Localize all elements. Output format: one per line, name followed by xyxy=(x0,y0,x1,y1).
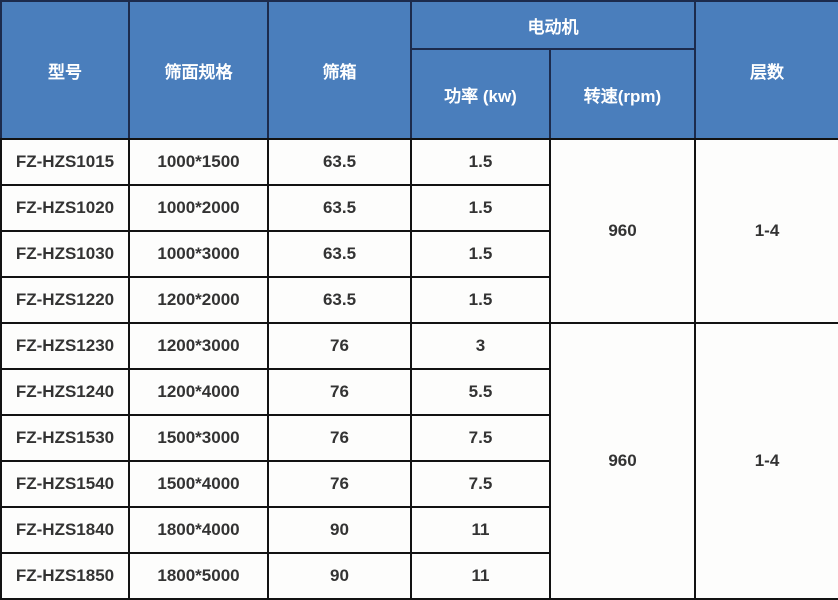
cell-rpm-merged: 960 xyxy=(549,138,696,324)
table-row: FZ-HZS1540 1500*4000 76 7.5 xyxy=(0,460,838,508)
cell-power: 5.5 xyxy=(410,368,551,416)
cell-box: 90 xyxy=(267,506,412,554)
cell-spec: 1500*4000 xyxy=(128,460,269,508)
cell-layers-merged: 1-4 xyxy=(694,138,838,324)
cell-spec: 1500*3000 xyxy=(128,414,269,462)
header-row-sub: 功率 (kw) 转速(rpm) xyxy=(1,48,838,140)
cell-spec: 1200*2000 xyxy=(128,276,269,324)
cell-power: 7.5 xyxy=(410,414,551,462)
header-cell-spec: 筛面规格 xyxy=(128,0,269,140)
table-header: 型号 筛面规格 筛箱 电动机 层数 功率 (kw) 转速(rpm) xyxy=(0,0,838,140)
cell-power: 3 xyxy=(410,322,551,370)
cell-model: FZ-HZS1020 xyxy=(0,184,130,232)
cell-box: 76 xyxy=(267,322,412,370)
cell-spec: 1800*4000 xyxy=(128,506,269,554)
cell-power: 11 xyxy=(410,552,551,600)
cell-box: 63.5 xyxy=(267,276,412,324)
table-row: FZ-HZS1840 1800*4000 90 11 xyxy=(0,506,838,554)
header-cell-power: 功率 (kw) xyxy=(410,48,551,140)
cell-box: 76 xyxy=(267,414,412,462)
cell-power: 1.5 xyxy=(410,184,551,232)
cell-model: FZ-HZS1530 xyxy=(0,414,130,462)
cell-spec: 1000*1500 xyxy=(128,138,269,186)
header-row-top: 型号 筛面规格 筛箱 电动机 层数 xyxy=(0,0,838,140)
cell-model: FZ-HZS1850 xyxy=(0,552,130,600)
table-row: FZ-HZS1530 1500*3000 76 7.5 xyxy=(0,414,838,462)
cell-power: 1.5 xyxy=(410,230,551,278)
table-row: FZ-HZS1030 1000*3000 63.5 1.5 xyxy=(0,230,838,278)
cell-spec: 1000*2000 xyxy=(128,184,269,232)
cell-model: FZ-HZS1030 xyxy=(0,230,130,278)
table-row: FZ-HZS1220 1200*2000 63.5 1.5 xyxy=(0,276,838,324)
cell-rpm-merged: 960 xyxy=(549,322,696,600)
table-row: FZ-HZS1230 1200*3000 76 3 960 1-4 xyxy=(0,322,838,600)
cell-spec: 1200*3000 xyxy=(128,322,269,370)
header-cell-layers: 层数 xyxy=(694,0,838,140)
cell-layers-merged: 1-4 xyxy=(694,322,838,600)
cell-power: 11 xyxy=(410,506,551,554)
cell-model: FZ-HZS1220 xyxy=(0,276,130,324)
cell-spec: 1200*4000 xyxy=(128,368,269,416)
table-row: FZ-HZS1015 1000*1500 63.5 1.5 960 1-4 xyxy=(0,138,838,324)
cell-box: 63.5 xyxy=(267,138,412,186)
cell-power: 1.5 xyxy=(410,276,551,324)
cell-power: 7.5 xyxy=(410,460,551,508)
cell-model: FZ-HZS1015 xyxy=(0,138,130,186)
table-row: FZ-HZS1240 1200*4000 76 5.5 xyxy=(0,368,838,416)
table-row: FZ-HZS1020 1000*2000 63.5 1.5 xyxy=(0,184,838,232)
header-cell-box: 筛箱 xyxy=(267,0,412,140)
cell-box: 76 xyxy=(267,460,412,508)
header-cell-rpm: 转速(rpm) xyxy=(549,48,696,140)
cell-spec: 1800*5000 xyxy=(128,552,269,600)
cell-model: FZ-HZS1540 xyxy=(0,460,130,508)
cell-box: 63.5 xyxy=(267,230,412,278)
table-body: FZ-HZS1015 1000*1500 63.5 1.5 960 1-4 FZ-HZS10… xyxy=(0,138,838,600)
header-cell-motor: 电动机 xyxy=(410,0,696,50)
cell-model: FZ-HZS1230 xyxy=(0,322,130,370)
cell-model: FZ-HZS1840 xyxy=(0,506,130,554)
cell-spec: 1000*3000 xyxy=(128,230,269,278)
header-cell-model: 型号 xyxy=(0,0,130,140)
cell-power: 1.5 xyxy=(410,138,551,186)
cell-box: 76 xyxy=(267,368,412,416)
cell-box: 90 xyxy=(267,552,412,600)
cell-model: FZ-HZS1240 xyxy=(0,368,130,416)
cell-box: 63.5 xyxy=(267,184,412,232)
table-row: FZ-HZS1850 1800*5000 90 11 xyxy=(0,552,838,600)
